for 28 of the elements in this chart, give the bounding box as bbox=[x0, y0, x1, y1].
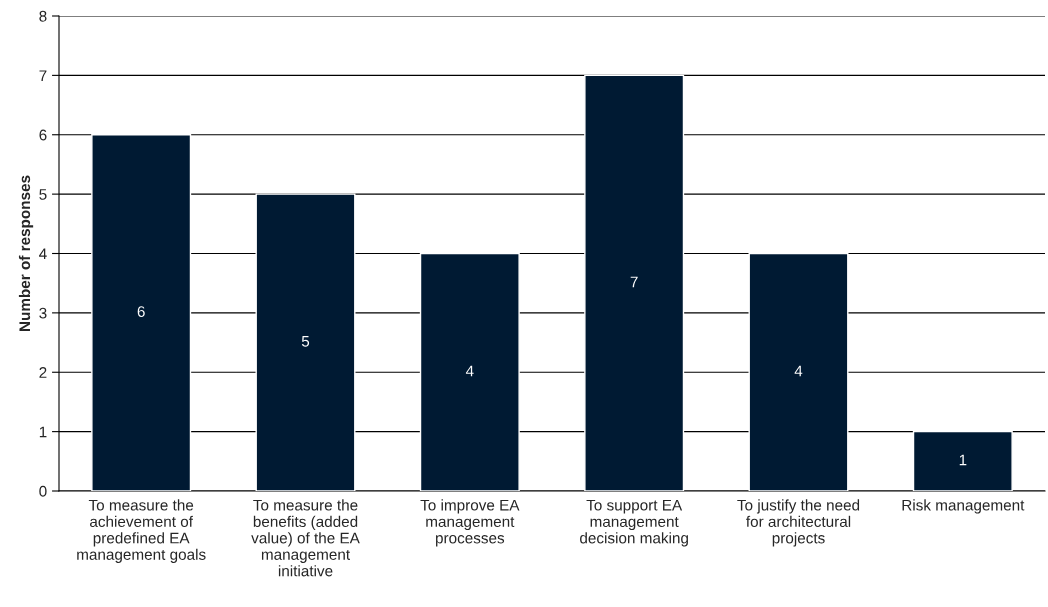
y-tick-label: 3 bbox=[39, 307, 47, 319]
x-tick-label: To measure the achievement of predefined EA management goals bbox=[77, 499, 206, 563]
data-label: 4 bbox=[794, 365, 803, 377]
x-tick-label: To support EA management decision making bbox=[580, 499, 688, 547]
bar bbox=[912, 430, 1013, 491]
bar bbox=[748, 252, 849, 491]
y-axis-title: Number of responses bbox=[18, 175, 34, 331]
data-label: 5 bbox=[301, 336, 310, 347]
x-tick-label: Risk management bbox=[902, 499, 1025, 514]
y-tick-label: 2 bbox=[39, 367, 47, 378]
bar bbox=[91, 134, 192, 491]
y-tick-label: 1 bbox=[39, 426, 47, 438]
data-label: 6 bbox=[137, 306, 145, 317]
y-tick-label: 5 bbox=[39, 189, 47, 200]
data-label: 7 bbox=[630, 276, 638, 288]
x-tick-label: To measure the benefits (added value) of the EA management initiative bbox=[251, 499, 360, 577]
y-tick-label: 7 bbox=[39, 70, 47, 81]
y-tick-label: 0 bbox=[39, 485, 47, 497]
y-tick-label: 4 bbox=[39, 248, 47, 260]
data-label: 4 bbox=[465, 365, 474, 377]
x-tick-label: To improve EA management processes bbox=[420, 499, 520, 547]
bar bbox=[584, 74, 685, 491]
y-tick-label: 6 bbox=[39, 129, 47, 141]
y-tick-label: 8 bbox=[39, 10, 47, 22]
x-tick-label: To justify the need for architectural projects bbox=[737, 499, 860, 547]
bar bbox=[255, 193, 356, 491]
bar bbox=[419, 252, 520, 491]
data-label: 1 bbox=[959, 454, 967, 466]
